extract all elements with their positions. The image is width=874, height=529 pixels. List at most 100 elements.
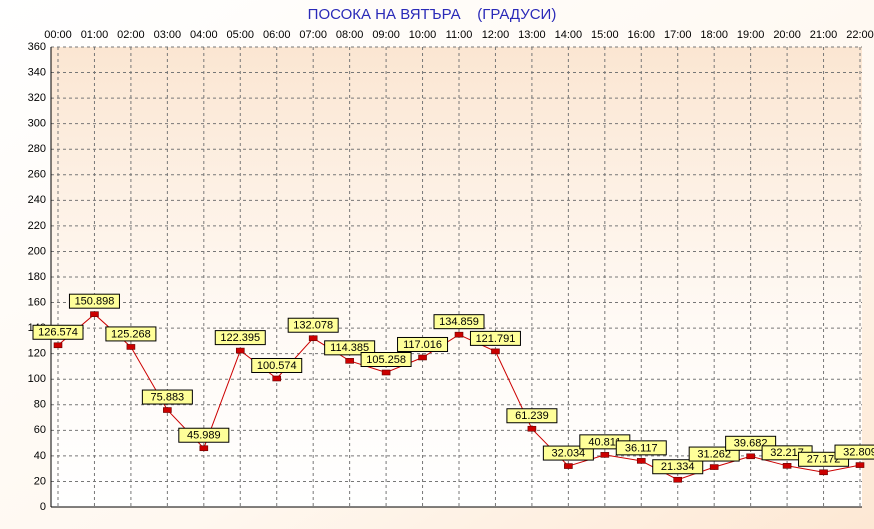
data-label: 27.172 [807, 454, 841, 466]
marker [345, 358, 354, 364]
data-label: 121.791 [476, 333, 516, 345]
y-tick-label: 40 [34, 450, 46, 462]
y-tick-label: 180 [28, 271, 46, 283]
marker [600, 452, 610, 458]
label-box [214, 330, 266, 346]
data-label: 45.989 [187, 430, 221, 442]
marker [308, 335, 318, 342]
marker [454, 331, 464, 338]
x-tick-label: 20:00 [773, 29, 801, 41]
marker [491, 348, 500, 355]
x-tick-label: 03:00 [154, 29, 182, 41]
data-label: 117.016 [403, 339, 442, 351]
label-box [652, 459, 704, 475]
x-tick-label: 21:00 [810, 29, 838, 41]
marker [673, 476, 683, 483]
label-box [397, 336, 449, 352]
y-tick-label: 260 [28, 169, 46, 181]
label-box [506, 408, 558, 424]
label-box [141, 389, 193, 405]
label-box [32, 324, 84, 340]
marker [163, 407, 172, 413]
data-label: 21.334 [661, 461, 695, 473]
marker [381, 369, 391, 376]
x-tick-label: 02:00 [117, 29, 145, 41]
y-tick-label: 200 [28, 245, 46, 257]
y-tick-label: 320 [28, 92, 46, 104]
x-tick-label: 10:00 [409, 29, 437, 41]
label-box [542, 445, 594, 461]
x-tick-label: 13:00 [518, 29, 546, 41]
data-label: 32.034 [552, 447, 586, 459]
x-tick-label: 09:00 [372, 29, 400, 41]
data-label: 100.574 [257, 360, 297, 372]
marker [418, 354, 427, 361]
label-box [251, 357, 303, 373]
x-tick-label: 00:00 [44, 29, 72, 41]
data-label: 125.268 [111, 328, 151, 340]
y-tick-label: 220 [28, 220, 46, 232]
marker [53, 342, 63, 349]
x-tick-label: 17:00 [664, 29, 692, 41]
y-tick-label: 160 [28, 296, 46, 308]
x-tick-label: 14:00 [555, 29, 583, 41]
marker [564, 463, 573, 469]
label-box [433, 314, 485, 330]
marker [819, 469, 828, 476]
x-tick-label: 11:00 [446, 29, 473, 41]
x-tick-label: 22:00 [846, 29, 874, 41]
x-tick-label: 01:00 [81, 29, 109, 41]
data-label: 39.682 [734, 438, 768, 450]
data-label: 134.859 [439, 316, 479, 328]
data-label: 75.883 [151, 391, 185, 403]
marker [199, 445, 209, 452]
x-tick-label: 07:00 [299, 29, 327, 41]
data-label: 105.258 [366, 354, 406, 366]
data-label: 31.262 [697, 448, 731, 460]
label-box [324, 340, 376, 356]
data-label: 132.078 [293, 320, 333, 332]
y-tick-label: 340 [28, 66, 46, 78]
x-tick-label: 12:00 [482, 29, 510, 41]
label-box [178, 427, 230, 443]
marker [235, 347, 245, 354]
y-tick-label: 240 [28, 194, 46, 206]
data-label: 122.395 [220, 332, 260, 344]
data-label: 61.239 [515, 410, 549, 422]
y-tick-label: 300 [28, 118, 46, 130]
label-box [105, 326, 157, 342]
marker [90, 311, 99, 317]
y-tick-label: 0 [40, 501, 46, 513]
x-tick-label: 06:00 [263, 29, 291, 41]
label-box [834, 444, 874, 460]
data-label: 32.217 [770, 447, 804, 459]
y-tick-label: 60 [34, 424, 46, 436]
marker [855, 462, 865, 468]
marker [126, 344, 136, 350]
x-tick-label: 15:00 [591, 29, 619, 41]
y-tick-label: 360 [28, 41, 46, 53]
marker [527, 425, 537, 432]
label-box [68, 293, 120, 309]
x-tick-label: 18:00 [700, 29, 728, 41]
y-tick-label: 280 [28, 143, 46, 155]
y-tick-label: 100 [28, 373, 46, 385]
data-label: 40.811 [588, 436, 621, 448]
data-label: 150.898 [75, 296, 115, 308]
label-box [360, 352, 412, 368]
x-tick-label: 08:00 [336, 29, 364, 41]
marker [746, 453, 755, 460]
marker [782, 463, 792, 469]
data-label: 32.809 [843, 446, 874, 458]
y-tick-label: 80 [34, 399, 46, 411]
x-tick-label: 05:00 [227, 29, 255, 41]
marker [636, 458, 646, 464]
label-box [287, 317, 339, 333]
label-box [615, 440, 667, 456]
marker [272, 375, 282, 382]
chart-title: ПОСОКА НА ВЯТЪРА (ГРАДУСИ) [308, 6, 557, 23]
marker [709, 464, 719, 470]
data-label: 114.385 [330, 342, 369, 354]
x-tick-label: 04:00 [190, 29, 218, 41]
